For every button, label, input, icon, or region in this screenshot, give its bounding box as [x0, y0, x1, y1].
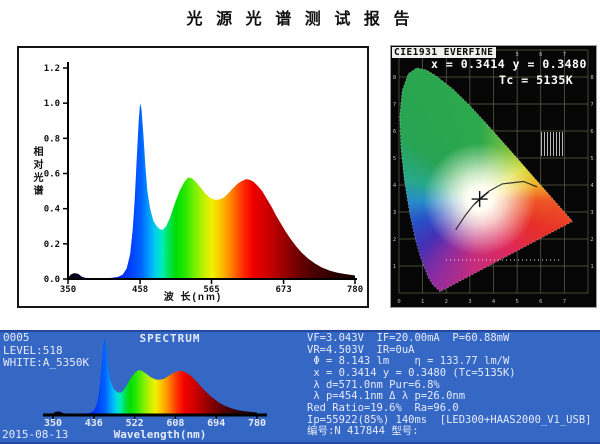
cie-tick-label: 5 [393, 156, 396, 162]
x-axis-label: 波 长(nm) [163, 292, 223, 303]
x-tick-label: 350 [44, 418, 62, 429]
cie-tick-label: 7 [563, 52, 566, 58]
cie-tick-label: 5 [515, 52, 518, 58]
level-value: LEVEL:518 [3, 343, 63, 357]
cie-overlay-layer [399, 67, 574, 293]
cie-tick-label: 6 [590, 129, 593, 135]
cie-tick-label: 0 [397, 299, 400, 305]
cie-header-label: CIE1931 EVERFINE [392, 47, 496, 58]
cie-tick-label: 1 [421, 299, 424, 305]
record-id: 0005 [3, 331, 30, 344]
cie-tick-label: 8 [590, 75, 593, 81]
date-value: 2015-08-13 [2, 428, 69, 441]
y-tick-label: 0.0 [44, 275, 60, 285]
cie-tick-label: 3 [590, 210, 593, 216]
page-title: 光 源 光 谱 测 试 报 告 [186, 9, 414, 28]
cie-tick-label: 2 [393, 237, 396, 243]
white-mode-value: WHITE:A_5350K [3, 356, 90, 369]
measurement-readout: VF=3.043V IF=20.00mA P=60.88mW VR=4.503V… [307, 332, 592, 438]
cie-tick-label: 7 [590, 102, 593, 108]
x-tick-label: 436 [85, 418, 103, 429]
spectrum-area [68, 103, 355, 279]
readout-line: VF=3.043V IF=20.00mA P=60.88mW [307, 332, 510, 344]
x-tick-label: 565 [203, 285, 219, 295]
x-tick-label: 608 [166, 418, 184, 429]
planckian-locus [455, 180, 538, 231]
cie-tick-label: 1 [590, 264, 593, 270]
y-tick-label: 0.2 [44, 240, 60, 250]
y-tick-label: 1.0 [44, 99, 60, 109]
instrument-panel: 0005 LEVEL:518 WHITE:A_5350K SPECTRUM 350 4… [0, 330, 600, 444]
white-point-marker [471, 191, 489, 208]
cie-tick-label: 7 [563, 299, 566, 305]
y-tick-label: 0.4 [44, 205, 61, 215]
x-tick-label: 522 [126, 418, 144, 429]
y-tick-label: 1.2 [44, 64, 60, 74]
cie-xy-value: x = 0.3414 y = 0.3480 [431, 57, 587, 71]
spectrum-title: SPECTRUM [139, 332, 201, 345]
wavelength-axis-label: Wavelength(nm) [113, 428, 207, 441]
cie1931-diagram: 0123456788776655443322111234567 CIE1931 … [390, 45, 597, 308]
cie-tick-label: 6 [393, 129, 396, 135]
cie-legend-stripes [541, 132, 563, 156]
cie-tick-label: 4 [492, 299, 496, 305]
y-tick-label: 0.8 [44, 134, 60, 144]
cie-tick-label: 5 [590, 156, 593, 162]
spectrum-area [53, 338, 257, 414]
x-tick-label: 780 [248, 418, 266, 429]
readout-line: Red Ratio=19.6% Ra=96.0 [307, 401, 459, 414]
cie-tick-label: 6 [539, 299, 542, 305]
record-info: 0005 LEVEL:518 WHITE:A_5350K [3, 331, 90, 370]
cie-tc-value: Tc = 5135K [499, 73, 574, 87]
readout-line: Φ = 8.143 lm η = 133.77 lm/W [307, 355, 510, 368]
y-tick-label: 0.6 [44, 170, 60, 180]
readout-line: VR=4.503V IR=0uA [307, 343, 415, 356]
readout-line: Ip=55922(85%) 140ms [LED300+HAAS2000_V1_… [307, 413, 592, 426]
y-axis-label: 相对光谱 [31, 146, 42, 198]
main-spectrum-chart: 0.0 0.2 0.4 0.6 0.8 1.0 1.2 350 458 565 673 780 相对光… [17, 46, 369, 308]
readout-line: λ d=571.0nm Pur=6.8% [307, 378, 440, 391]
cie-tick-label: 6 [539, 52, 542, 58]
x-tick-label: 350 [60, 285, 76, 295]
readout-line: x = 0.3414 y = 0.3480 (Tc=5135K) [307, 366, 516, 379]
readout-line: 编号:N 417844 型号: [307, 425, 419, 438]
cie-tick-label: 4 [590, 183, 594, 189]
x-tick-label: 458 [132, 285, 148, 295]
cie-tick-label: 4 [393, 183, 397, 189]
cie-tick-label: 1 [393, 264, 396, 270]
cie-tick-label: 2 [445, 299, 448, 305]
mini-spectrum-plot: 350 436 522 608 694 780 [43, 338, 267, 429]
readout-line: λ p=454.1nm Δ λ p=26.0nm [307, 390, 466, 403]
x-tick-label: 673 [275, 285, 291, 295]
cie-tick-label: 5 [515, 299, 518, 305]
cie-tick-label: 2 [590, 237, 593, 243]
main-spectrum-plot: 0.0 0.2 0.4 0.6 0.8 1.0 1.2 350 458 565 673 780 [44, 62, 363, 295]
cie-tick-label: 7 [393, 102, 396, 108]
cie-tick-label: 3 [393, 210, 396, 216]
cie-tick-label: 3 [468, 299, 471, 305]
x-tick-label: 694 [207, 418, 225, 429]
cie-tick-label: 8 [393, 75, 396, 81]
x-tick-label: 780 [347, 285, 363, 295]
